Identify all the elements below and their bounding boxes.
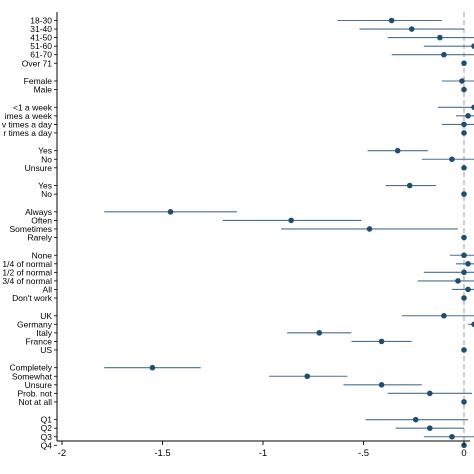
estimate-point (461, 121, 467, 128)
estimate-point (465, 113, 471, 119)
x-tick-label: -.5 (358, 448, 369, 459)
y-tick-label: 31-40 (30, 24, 52, 34)
y-tick-label: Yes (38, 146, 52, 156)
estimate-point (366, 226, 373, 232)
estimate-point (427, 390, 433, 397)
y-tick-label: France (26, 336, 53, 346)
estimate-point (465, 261, 471, 267)
y-tick-label: Q2 (41, 423, 53, 433)
estimate-point (461, 269, 467, 276)
estimate-point (471, 43, 474, 49)
y-tick-label: Unsure (25, 163, 53, 173)
estimate-point (288, 217, 294, 224)
estimate-point (461, 399, 467, 405)
x-tick-label: -2 (58, 448, 66, 459)
estimate-point (437, 34, 443, 41)
estimate-point-layer (149, 17, 474, 449)
y-tick-label: 1/4 of normal (2, 259, 52, 269)
estimate-point (304, 373, 311, 380)
estimate-point (459, 78, 465, 84)
estimate-point (406, 182, 413, 189)
y-tick-label: 1/2 of normal (2, 267, 52, 277)
y-tick-label: Not at all (18, 397, 52, 407)
estimate-point (412, 416, 419, 423)
estimate-point (461, 130, 467, 136)
estimate-point (461, 60, 467, 67)
y-tick-label: No (41, 189, 52, 199)
y-tick-label: Often (31, 215, 52, 225)
y-tick-label: 61-70 (30, 50, 52, 60)
estimate-point (465, 286, 471, 293)
y-tick-label: Prob. not (18, 388, 53, 398)
estimate-point (427, 425, 433, 432)
y-tick-label: 3/4 of normal (2, 276, 52, 286)
y-tick-label: Somewhat (12, 371, 53, 381)
estimate-point (461, 252, 467, 259)
y-tick-label: Q4 (41, 440, 53, 450)
y-tick-label: UK (40, 311, 52, 321)
y-tick-label: None (32, 250, 53, 260)
y-tick-label: 41-50 (30, 33, 52, 43)
x-tick-label: -1.5 (154, 448, 170, 459)
y-tick-label: Italy (36, 328, 52, 338)
estimate-point (408, 26, 415, 32)
y-tick-label: Germany (17, 319, 53, 329)
y-tick-label: Male (34, 85, 53, 95)
y-tick-label: Unsure (25, 380, 53, 390)
y-tick-label: Sometimes (9, 224, 52, 234)
estimate-point (449, 156, 455, 163)
estimate-point (471, 321, 474, 328)
y-tick-label: No (41, 154, 52, 164)
y-tick-label: Rarely (27, 233, 52, 243)
estimate-point (316, 330, 323, 336)
y-tick-label: US (40, 345, 52, 355)
y-tick-label: Completely (9, 363, 52, 373)
y-tick-label: Yes (38, 181, 52, 191)
estimate-point (461, 442, 467, 449)
y-tick-label: Female (24, 76, 53, 86)
x-tick-label: 0 (461, 448, 466, 459)
y-tick-label: Over 71 (22, 58, 53, 68)
estimate-point (471, 104, 474, 111)
y-tick-label: r times a day (3, 128, 52, 138)
estimate-point (449, 433, 455, 440)
y-tick-label: All (43, 284, 53, 294)
estimate-point (461, 165, 467, 171)
y-tick-label: Always (25, 207, 52, 217)
estimate-point (461, 347, 467, 353)
estimate-point (441, 51, 447, 58)
estimate-point (461, 295, 467, 301)
y-tick-label: <1 a week (13, 102, 53, 112)
estimate-point (455, 278, 461, 284)
estimate-point (394, 147, 401, 154)
y-tick-label: Q3 (41, 432, 53, 442)
estimate-point (378, 382, 385, 388)
y-tick-label: Q1 (41, 415, 53, 425)
y-tick-label: v times a day (2, 119, 53, 129)
y-tick-label: imes a week (5, 111, 53, 121)
y-tick-label: 18-30 (30, 16, 52, 26)
estimate-point (149, 364, 156, 371)
estimate-point (441, 312, 447, 319)
x-tick-label: -1 (259, 448, 267, 459)
estimate-point (167, 209, 174, 215)
confidence-interval-layer (104, 19, 474, 438)
estimate-point (461, 86, 467, 93)
estimate-point (388, 17, 395, 24)
estimate-point (378, 338, 385, 345)
estimate-point (461, 191, 467, 197)
axes: -2 -1.5 -1 -.5 0 (54, 12, 470, 459)
estimate-point (461, 234, 467, 241)
y-tick-label: Don't work (12, 293, 53, 303)
y-tick-label: 51-60 (30, 41, 52, 51)
